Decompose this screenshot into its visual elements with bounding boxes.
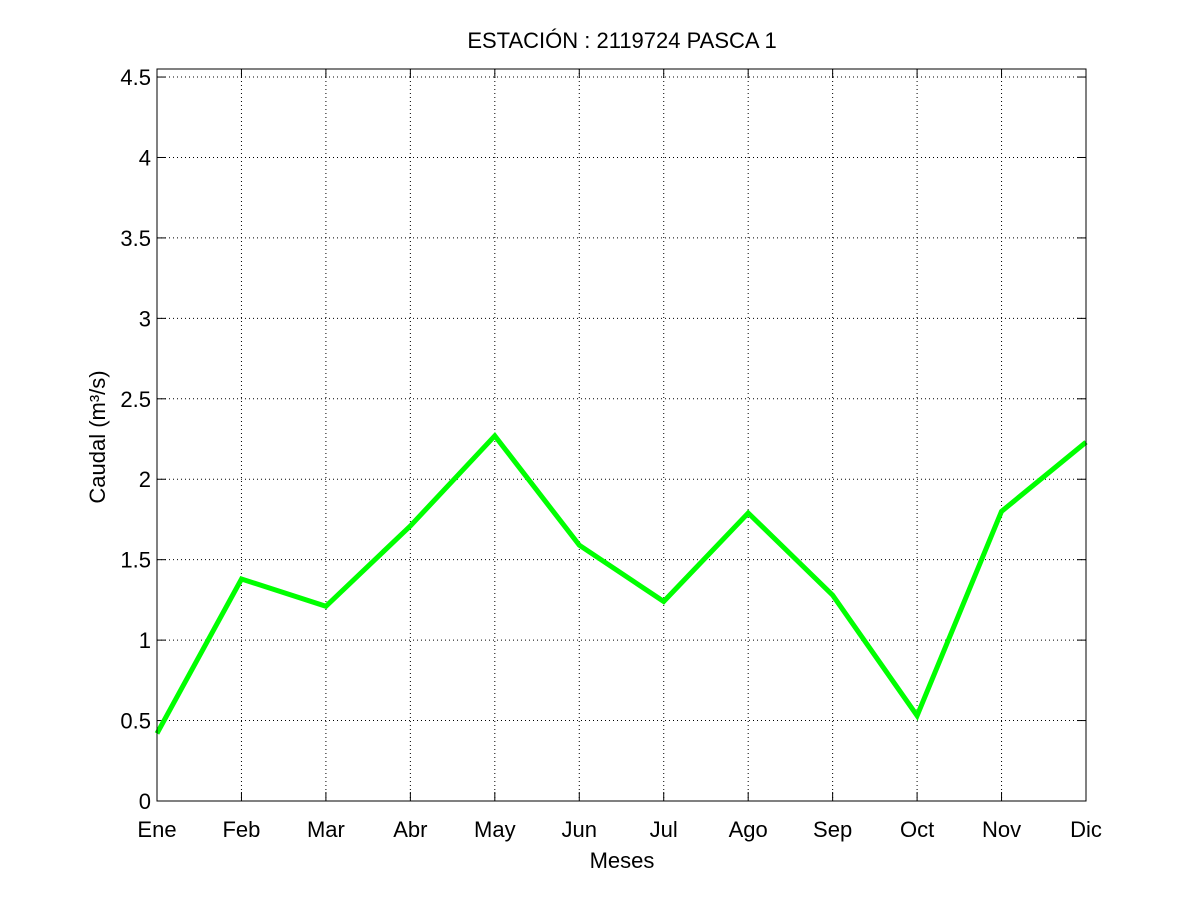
x-tick-label: Ago xyxy=(729,817,768,842)
x-tick-label: Ene xyxy=(137,817,176,842)
x-axis-label: Meses xyxy=(590,848,655,873)
y-tick-label: 0 xyxy=(139,789,151,814)
plot-frame xyxy=(156,68,1087,802)
x-tick-label: Abr xyxy=(393,817,427,842)
x-tick-label: Mar xyxy=(307,817,345,842)
chart-title: ESTACIÓN : 2119724 PASCA 1 xyxy=(467,28,776,53)
y-tick-labels: 0 0.5 1 1.5 2 2.5 3 3.5 4 4.5 xyxy=(120,65,151,814)
y-tick-label: 2.5 xyxy=(120,387,151,412)
y-tick-label: 2 xyxy=(139,467,151,492)
y-tick-label: 0.5 xyxy=(120,709,151,734)
x-tick-label: May xyxy=(474,817,516,842)
y-tick-label: 4.5 xyxy=(120,65,151,90)
series-layer xyxy=(154,431,1088,735)
x-tick-labels: Ene Feb Mar Abr May Jun Jul Ago Sep Oct Nov Dic xyxy=(137,817,1101,842)
x-tick-label: Sep xyxy=(813,817,852,842)
x-tick-label: Oct xyxy=(900,817,934,842)
x-tick-label: Jul xyxy=(650,817,678,842)
y-axis-label: Caudal (m³/s) xyxy=(85,370,110,503)
grid xyxy=(157,69,1086,801)
x-tick-label: Dic xyxy=(1070,817,1102,842)
x-tick-label: Feb xyxy=(222,817,260,842)
x-tick-label: Nov xyxy=(982,817,1021,842)
y-tick-label: 1 xyxy=(139,628,151,653)
y-tick-label: 3 xyxy=(139,306,151,331)
x-tick-label: Jun xyxy=(562,817,597,842)
y-tick-label: 1.5 xyxy=(120,548,151,573)
y-tick-label: 3.5 xyxy=(120,226,151,251)
series-line xyxy=(154,431,1088,735)
y-tick-label: 4 xyxy=(139,145,151,170)
axis-ticks xyxy=(156,69,1087,802)
